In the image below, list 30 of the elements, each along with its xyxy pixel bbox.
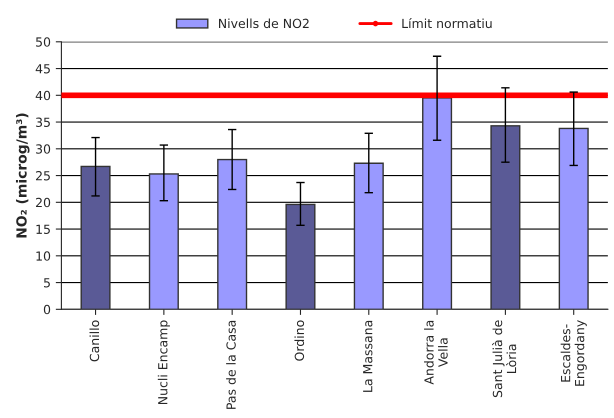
x-tick-label: Ordino [294, 320, 304, 361]
y-tick-label: 45 [36, 64, 50, 74]
bar [148, 173, 179, 310]
bar [354, 162, 384, 310]
x-tick-label: Pas de la Casa [226, 320, 236, 409]
x-tick-label: Sant Julià de Lòria [492, 320, 516, 398]
y-axis-title: NO₂ (microg/m³) [16, 114, 30, 238]
y-tick-label: 25 [36, 171, 50, 180]
y-tick-label: 15 [36, 224, 50, 234]
y-tick-label: 5 [44, 278, 50, 288]
x-tick-label: Canillo [90, 320, 100, 362]
y-tick-label: 40 [36, 90, 50, 100]
x-tick-label: Escaldes- Engordany [560, 320, 587, 386]
x-tick-label: La Massana [363, 320, 372, 392]
legend-label: Límit normatiu [402, 18, 492, 28]
bar [558, 128, 589, 310]
bar [80, 166, 111, 310]
bar [285, 204, 316, 310]
y-tick-label: 35 [36, 118, 50, 127]
x-tick-label: Nucli Encamp [158, 320, 170, 404]
bar [422, 97, 452, 310]
y-tick-label: 0 [44, 304, 50, 314]
bar [490, 125, 520, 310]
bar [217, 158, 248, 310]
y-tick-label: 50 [36, 37, 50, 47]
legend-label: Nivells de NO2 [219, 18, 309, 28]
y-tick-label: 10 [36, 251, 50, 261]
y-tick-label: 20 [36, 198, 50, 208]
x-tick-label: Andorra la Vella [424, 320, 448, 385]
y-tick-label: 30 [36, 144, 50, 154]
